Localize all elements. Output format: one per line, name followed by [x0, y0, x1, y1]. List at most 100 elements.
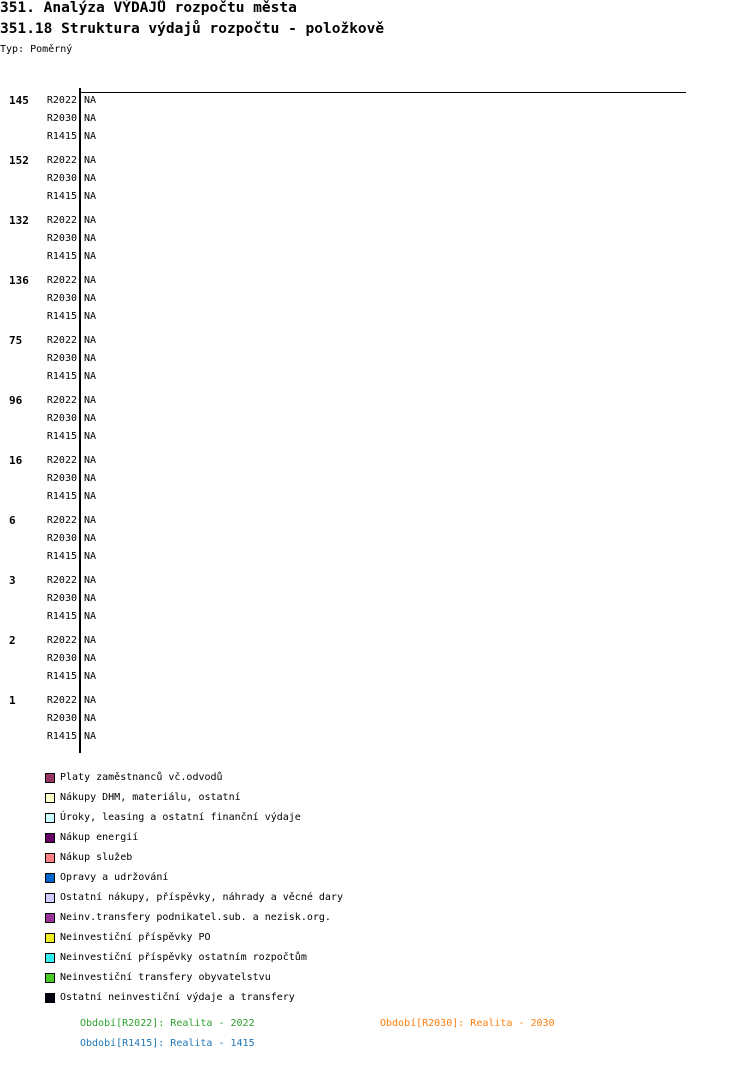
- period-label: R2022: [46, 515, 77, 526]
- period-label: R1415: [46, 611, 77, 622]
- value-label: NA: [84, 533, 97, 544]
- legend-label: Neinv.transfery podnikatel.sub. a nezisk…: [60, 912, 331, 923]
- group-label: 1: [9, 694, 16, 707]
- legend-swatch: [45, 813, 55, 823]
- period-label: R2022: [46, 695, 77, 706]
- legend-item: Neinvestiční transfery obyvatelstvu: [45, 971, 271, 985]
- chart-title: 351.18 Struktura výdajů rozpočtu - polož…: [0, 21, 385, 37]
- legend-label: Nákup energií: [60, 832, 139, 843]
- value-label: NA: [84, 671, 97, 682]
- legend-swatch: [45, 893, 55, 903]
- y-axis-line: [79, 88, 81, 753]
- legend-item: Úroky, leasing a ostatní finanční výdaje: [45, 811, 301, 825]
- period-legend-item: Období[R2030]: Realita - 2030: [380, 1018, 555, 1029]
- legend-label: Nákupy DHM, materiálu, ostatní: [60, 792, 241, 803]
- value-label: NA: [84, 293, 97, 304]
- legend-label: Ostatní neinvestiční výdaje a transfery: [60, 992, 295, 1003]
- value-label: NA: [84, 155, 97, 166]
- value-label: NA: [84, 113, 97, 124]
- period-label: R2030: [46, 593, 77, 604]
- period-label: R1415: [46, 731, 77, 742]
- value-label: NA: [84, 593, 97, 604]
- value-label: NA: [84, 371, 97, 382]
- legend-swatch: [45, 853, 55, 863]
- value-label: NA: [84, 515, 97, 526]
- period-label: R2030: [46, 713, 77, 724]
- period-label: R2030: [46, 173, 77, 184]
- legend-label: Ostatní nákupy, příspěvky, náhrady a věc…: [60, 892, 343, 903]
- group-label: 96: [9, 394, 23, 407]
- legend-label: Neinvestiční příspěvky ostatním rozpočtů…: [60, 952, 307, 963]
- legend-swatch: [45, 953, 55, 963]
- value-label: NA: [84, 335, 97, 346]
- period-label: R1415: [46, 311, 77, 322]
- value-label: NA: [84, 353, 97, 364]
- value-label: NA: [84, 653, 97, 664]
- value-label: NA: [84, 431, 97, 442]
- period-label: R2022: [46, 155, 77, 166]
- group-label: 136: [9, 274, 29, 287]
- x-axis-line: [80, 92, 686, 93]
- legend-item: Neinvestiční příspěvky ostatním rozpočtů…: [45, 951, 307, 965]
- period-label: R2030: [46, 653, 77, 664]
- group-label: 2: [9, 634, 16, 647]
- legend-item: Ostatní nákupy, příspěvky, náhrady a věc…: [45, 891, 343, 905]
- value-label: NA: [84, 233, 97, 244]
- legend-swatch: [45, 993, 55, 1003]
- value-label: NA: [84, 713, 97, 724]
- value-label: NA: [84, 695, 97, 706]
- legend-item: Opravy a udržování: [45, 871, 168, 885]
- value-label: NA: [84, 191, 97, 202]
- legend-item: Neinvestiční příspěvky PO: [45, 931, 211, 945]
- period-legend-item: Období[R2022]: Realita - 2022: [80, 1018, 255, 1029]
- legend-swatch: [45, 773, 55, 783]
- legend-label: Neinvestiční transfery obyvatelstvu: [60, 972, 271, 983]
- legend-item: Ostatní neinvestiční výdaje a transfery: [45, 991, 295, 1005]
- group-label: 3: [9, 574, 16, 587]
- value-label: NA: [84, 491, 97, 502]
- value-label: NA: [84, 455, 97, 466]
- legend-swatch: [45, 833, 55, 843]
- period-label: R2030: [46, 473, 77, 484]
- value-label: NA: [84, 395, 97, 406]
- value-label: NA: [84, 413, 97, 424]
- group-label: 16: [9, 454, 23, 467]
- value-label: NA: [84, 473, 97, 484]
- legend-label: Úroky, leasing a ostatní finanční výdaje: [60, 812, 301, 823]
- legend-item: Neinv.transfery podnikatel.sub. a nezisk…: [45, 911, 331, 925]
- period-label: R1415: [46, 491, 77, 502]
- value-label: NA: [84, 635, 97, 646]
- page-title: 351. Analýza VÝDAJŮ rozpočtu města: [0, 0, 297, 16]
- period-label: R2022: [46, 635, 77, 646]
- legend-label: Platy zaměstnanců vč.odvodů: [60, 772, 223, 783]
- legend-item: Nákup energií: [45, 831, 138, 845]
- period-label: R2022: [46, 575, 77, 586]
- value-label: NA: [84, 575, 97, 586]
- legend-swatch: [45, 873, 55, 883]
- period-label: R2030: [46, 353, 77, 364]
- period-label: R1415: [46, 371, 77, 382]
- value-label: NA: [84, 215, 97, 226]
- value-label: NA: [84, 731, 97, 742]
- period-label: R1415: [46, 251, 77, 262]
- legend-label: Opravy a udržování: [60, 872, 169, 883]
- period-label: R2030: [46, 113, 77, 124]
- period-label: R2030: [46, 293, 77, 304]
- period-label: R2022: [46, 335, 77, 346]
- legend-swatch: [45, 973, 55, 983]
- period-label: R1415: [46, 671, 77, 682]
- chart-type: Typ: Poměrný: [0, 44, 73, 55]
- period-label: R1415: [46, 191, 77, 202]
- period-label: R2030: [46, 413, 77, 424]
- group-label: 75: [9, 334, 23, 347]
- value-label: NA: [84, 173, 97, 184]
- period-label: R2022: [46, 275, 77, 286]
- value-label: NA: [84, 551, 97, 562]
- period-legend-item: Období[R1415]: Realita - 1415: [80, 1038, 255, 1049]
- value-label: NA: [84, 131, 97, 142]
- group-label: 145: [9, 94, 29, 107]
- group-label: 152: [9, 154, 29, 167]
- period-label: R2030: [46, 533, 77, 544]
- period-label: R1415: [46, 551, 77, 562]
- period-label: R1415: [46, 431, 77, 442]
